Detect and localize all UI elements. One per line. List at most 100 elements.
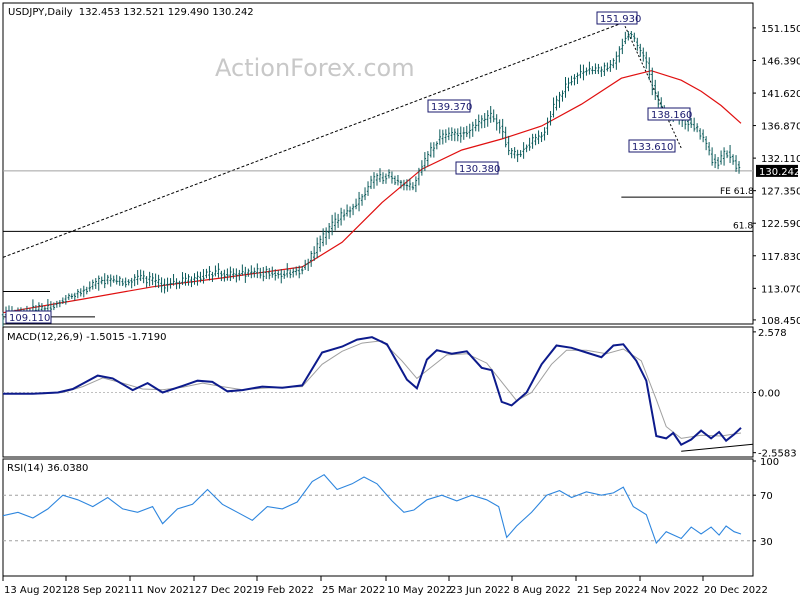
- candle: [226, 268, 229, 281]
- candle: [648, 57, 651, 81]
- macd-support-line: [681, 443, 754, 452]
- macd-axis-label: 2.578: [758, 328, 787, 339]
- price-label-box: [5, 310, 52, 324]
- candle: [405, 179, 409, 191]
- candle: [238, 269, 241, 281]
- candle: [654, 79, 657, 101]
- candle: [256, 263, 259, 279]
- date-axis-label: 21 Sep 2022: [577, 585, 640, 596]
- date-axis-label: 27 Dec 2021: [195, 585, 259, 596]
- price-label-text: 133.610: [632, 142, 673, 153]
- candle: [701, 129, 705, 143]
- date-axis-label: 23 Jun 2022: [450, 585, 510, 596]
- candle: [450, 127, 454, 141]
- candle: [639, 43, 642, 57]
- candle: [411, 182, 415, 191]
- candle: [262, 267, 265, 282]
- candle: [731, 154, 735, 165]
- candle: [522, 142, 525, 159]
- candle: [124, 277, 127, 288]
- price-label-box: [647, 107, 691, 121]
- candle: [510, 147, 513, 159]
- candle: [728, 144, 732, 164]
- candle: [585, 67, 588, 76]
- candle: [573, 74, 576, 86]
- price-axis-label: 122.590: [761, 219, 800, 230]
- candle: [106, 274, 109, 285]
- candle: [737, 161, 741, 174]
- candle: [420, 160, 424, 176]
- candle: [274, 269, 277, 281]
- candle: [537, 130, 540, 145]
- rsi-panel-frame: [2, 458, 754, 577]
- candle: [193, 273, 196, 285]
- horizontal-lines-layer: FE 61.8 61.8: [3, 170, 754, 318]
- candle: [519, 150, 522, 158]
- candle: [618, 46, 621, 63]
- candle: [396, 174, 400, 186]
- candle: [235, 268, 238, 283]
- candle: [172, 274, 175, 286]
- candle: [444, 129, 448, 143]
- candle: [223, 269, 226, 282]
- candle: [130, 277, 133, 289]
- candle: [543, 127, 546, 141]
- candle: [606, 62, 609, 72]
- candle: [636, 37, 639, 51]
- candle: [474, 118, 477, 132]
- macd-axis-label: -2.5583: [758, 449, 797, 460]
- candle: [492, 109, 495, 123]
- price-axis-label: 108.450: [761, 316, 800, 327]
- candle: [73, 292, 77, 301]
- candle: [250, 265, 253, 279]
- candle: [498, 119, 501, 134]
- candle: [363, 187, 367, 201]
- candle: [630, 31, 633, 39]
- price-label-box: [628, 139, 676, 153]
- retracement-61-8-label: 61.8: [733, 221, 753, 231]
- candle: [118, 276, 121, 286]
- candle: [651, 67, 654, 96]
- candle: [286, 263, 289, 278]
- macd-axis: 2.578 0.00 -2.5583: [753, 328, 797, 460]
- rsi-panel-header: RSI(14) 36.0380: [7, 463, 88, 474]
- date-axis-label: 13 Aug 2021: [4, 585, 68, 596]
- candle: [603, 62, 606, 76]
- candle: [211, 271, 214, 282]
- candle: [468, 123, 471, 139]
- candle: [127, 279, 130, 286]
- candle: [292, 267, 295, 278]
- candle: [259, 267, 262, 279]
- candle: [423, 152, 427, 171]
- current-price-badge: [756, 164, 798, 177]
- price-label-boxes: 151.930 139.370 130.380 138.160 133.610 109.1…: [5, 11, 692, 324]
- candle: [558, 91, 561, 108]
- candle: [277, 270, 280, 279]
- candle: [435, 141, 439, 150]
- candle: [591, 66, 594, 75]
- candle: [88, 281, 91, 292]
- candle: [612, 58, 615, 69]
- date-axis-label: 9 Feb 2022: [258, 585, 314, 596]
- candle: [734, 155, 738, 172]
- macd-axis-label: 0.00: [758, 389, 780, 400]
- candle: [76, 289, 80, 299]
- candle: [402, 179, 406, 191]
- candle: [570, 75, 573, 86]
- candle: [447, 127, 451, 141]
- candle: [145, 276, 148, 288]
- candle: [142, 270, 145, 284]
- candle: [184, 272, 187, 286]
- candle: [327, 222, 331, 240]
- rsi-lines-layer: [2, 473, 753, 545]
- candle: [115, 274, 118, 285]
- date-axis-label: 10 May 2022: [387, 585, 452, 596]
- candle: [695, 123, 699, 133]
- moving-average-layer: [2, 70, 742, 314]
- candle: [480, 115, 483, 129]
- candle: [79, 288, 82, 297]
- candle: [707, 142, 711, 156]
- moving-average-line: [2, 70, 742, 314]
